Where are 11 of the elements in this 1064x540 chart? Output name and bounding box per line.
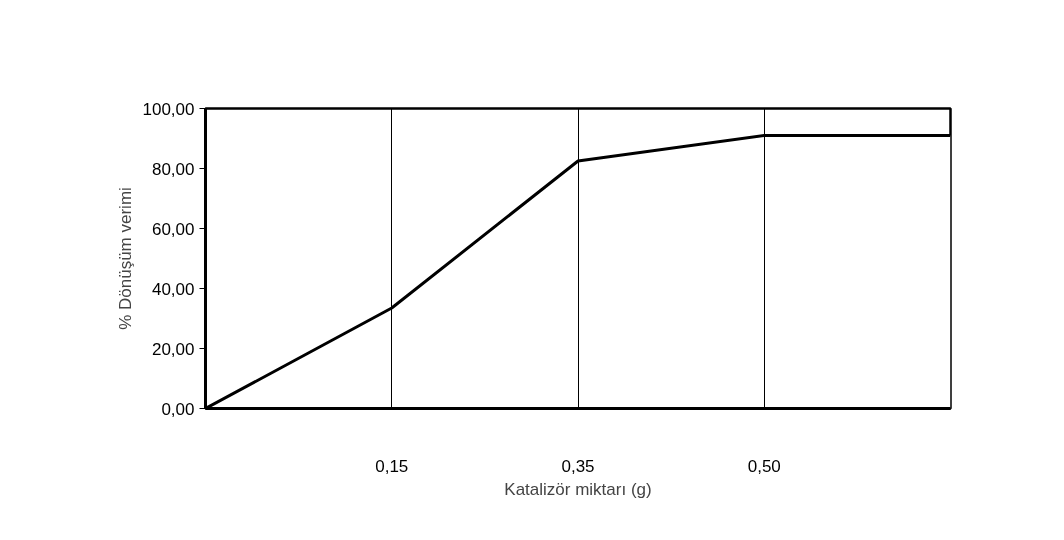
x-axis-title: Katalizör miktarı (g)	[504, 479, 652, 499]
x-tick-label: 0,50	[747, 456, 781, 476]
y-tick-label: 60,00	[151, 219, 195, 239]
y-tick-label: 20,00	[151, 339, 195, 359]
y-tick-label: 40,00	[151, 279, 195, 299]
y-axis-title: % Dönüşüm verimi	[115, 187, 135, 330]
y-tick-label: 80,00	[151, 159, 195, 179]
y-tick-label: 0,00	[161, 399, 195, 419]
y-tick-label: 100,00	[142, 99, 195, 119]
x-tick-label: 0,15	[375, 456, 409, 476]
x-tick-label: 0,35	[561, 456, 595, 476]
